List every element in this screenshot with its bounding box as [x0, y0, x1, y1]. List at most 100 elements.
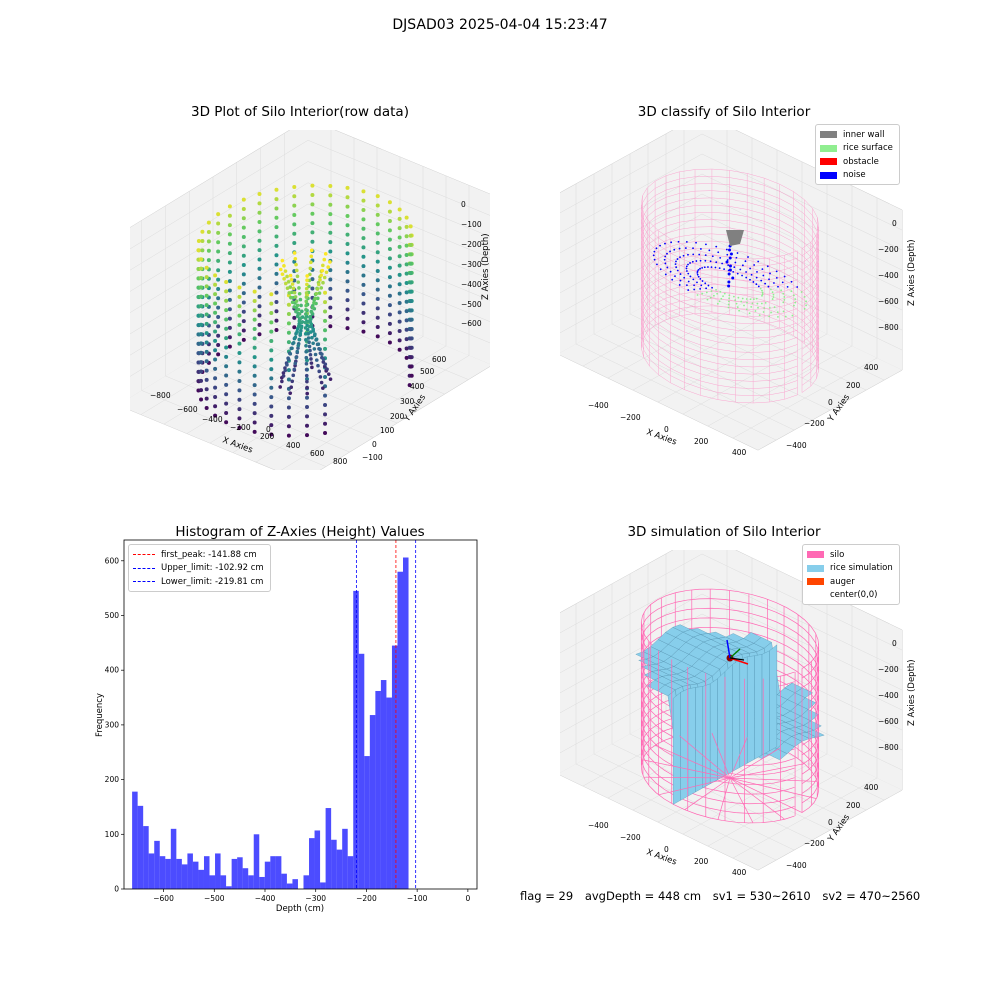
- classified-point: [680, 280, 682, 282]
- p2-xtick-3: 200: [694, 437, 709, 446]
- histogram-bar: [182, 864, 188, 889]
- p4-ytick-3: 200: [846, 801, 861, 810]
- legend-item-rice-surface: rice surface: [820, 142, 893, 156]
- scan-point: [224, 355, 228, 359]
- classified-point: [768, 286, 770, 288]
- histogram-ytick-label: 600: [105, 556, 120, 565]
- scan-point: [242, 207, 246, 211]
- scan-point: [205, 294, 209, 298]
- scan-point: [287, 434, 291, 438]
- p4-ztick-3: −600: [878, 717, 899, 726]
- scan-point: [242, 329, 246, 333]
- scan-point: [289, 296, 293, 300]
- scan-point: [289, 274, 293, 278]
- classified-point: [683, 255, 685, 257]
- classified-point: [777, 286, 779, 288]
- scan-point: [285, 363, 289, 367]
- classified-point: [726, 249, 728, 251]
- scan-point: [207, 230, 211, 234]
- classified-point: [656, 263, 658, 265]
- classified-point: [804, 308, 806, 310]
- classified-point: [687, 273, 689, 275]
- p4-zlabel: Z Axies (Depth): [907, 659, 917, 726]
- classified-point: [787, 286, 789, 288]
- classified-point: [745, 271, 747, 273]
- scan-point: [310, 366, 314, 370]
- classified-point: [715, 289, 717, 291]
- scan-point: [326, 265, 330, 269]
- scan-point: [205, 378, 209, 382]
- scan-point: [310, 287, 314, 291]
- legend-item-silo: silo: [807, 548, 893, 562]
- scan-point: [328, 296, 332, 300]
- scan-point: [346, 298, 350, 302]
- scan-point: [253, 346, 257, 350]
- classified-point: [769, 307, 771, 309]
- histogram-bar: [303, 875, 309, 889]
- classified-point: [728, 300, 730, 302]
- scan-point: [304, 350, 308, 354]
- classified-point: [670, 241, 672, 243]
- scan-point: [296, 274, 300, 278]
- scan-point: [323, 412, 327, 416]
- scan-point: [409, 299, 413, 303]
- scan-point: [269, 330, 273, 334]
- classified-point: [740, 301, 742, 303]
- scan-point: [409, 252, 413, 256]
- scan-point: [216, 324, 220, 328]
- classified-point: [805, 300, 807, 302]
- scan-point: [388, 200, 392, 204]
- histogram-bar: [337, 850, 343, 889]
- scan-point: [398, 254, 402, 258]
- scan-point: [299, 304, 303, 308]
- scan-point: [274, 328, 278, 332]
- classified-point: [737, 306, 739, 308]
- classified-point: [732, 271, 734, 273]
- histogram-bar: [403, 558, 409, 889]
- classified-point: [697, 270, 699, 272]
- scan-point: [320, 381, 324, 385]
- scan-point: [269, 302, 273, 306]
- scan-point: [310, 310, 314, 314]
- classified-point: [772, 298, 774, 300]
- scan-point: [205, 275, 209, 279]
- p2-xtick-0: −400: [588, 401, 609, 410]
- scan-point: [398, 338, 402, 342]
- classified-point: [763, 307, 765, 309]
- scan-point: [269, 367, 273, 371]
- histogram-bar: [248, 875, 254, 889]
- p1-ztick-4: −400: [461, 280, 482, 289]
- scan-point: [237, 314, 241, 318]
- scan-point: [278, 385, 282, 389]
- scan-point: [205, 359, 209, 363]
- legend-line: [133, 581, 155, 582]
- histogram-bar: [375, 691, 381, 889]
- scan-point: [320, 352, 324, 356]
- scan-point: [213, 395, 217, 399]
- classified-point: [686, 268, 688, 270]
- scan-point: [237, 342, 241, 346]
- scan-point: [405, 262, 409, 266]
- scan-point: [405, 337, 409, 341]
- scan-point: [213, 273, 217, 277]
- classified-point: [755, 283, 757, 285]
- scan-point: [253, 411, 257, 415]
- scan-point: [311, 342, 315, 346]
- legend-line: [133, 568, 155, 569]
- classified-point: [659, 245, 661, 247]
- p1-xtick-6: 400: [286, 441, 301, 450]
- histogram-bar: [315, 830, 321, 889]
- scan-point: [398, 226, 402, 230]
- scan-point: [284, 269, 288, 273]
- legend-swatch: [807, 565, 824, 572]
- scan-point: [289, 352, 293, 356]
- scan-point: [257, 192, 261, 196]
- scan-point: [224, 317, 228, 321]
- scan-point: [305, 287, 309, 291]
- classified-point: [742, 264, 744, 266]
- scan-point: [213, 329, 217, 333]
- classified-point: [741, 275, 743, 277]
- histogram-ytick-label: 0: [114, 885, 119, 894]
- scan-point: [328, 184, 332, 188]
- p1-xtick-5: 200: [260, 432, 275, 441]
